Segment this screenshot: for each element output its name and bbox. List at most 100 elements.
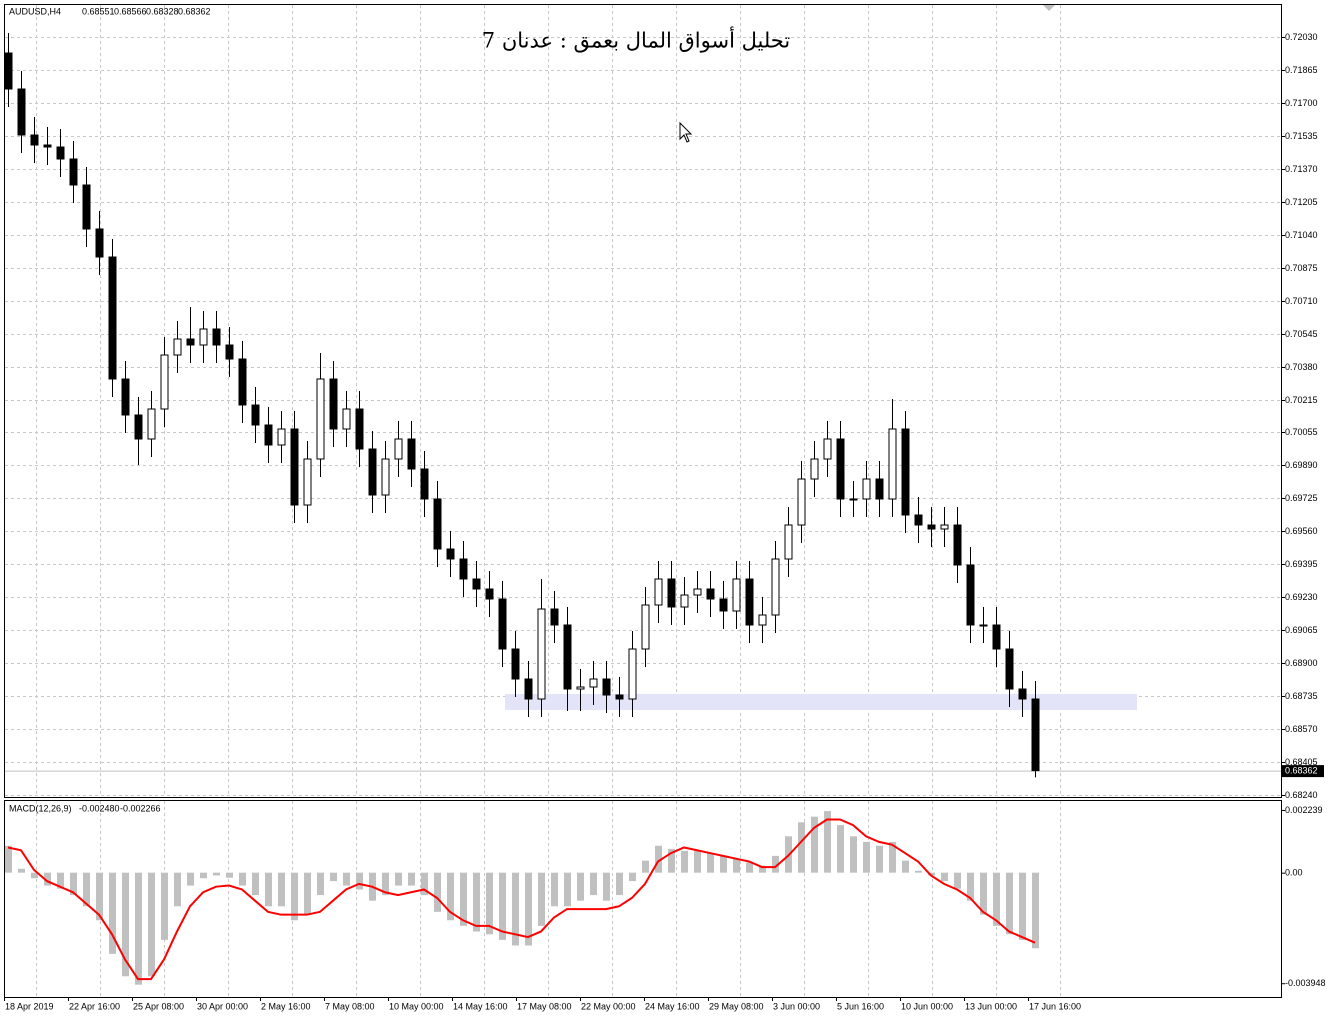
candle-body	[225, 344, 234, 360]
macd-readout: -0.002480	[79, 803, 120, 813]
main-panel-frame	[4, 4, 1282, 798]
macd-bar	[902, 860, 909, 873]
macd-bar	[109, 872, 116, 954]
candle-body	[823, 438, 832, 460]
candle-body	[589, 678, 598, 688]
x-tick-label: 22 May 00:00	[581, 1001, 636, 1011]
macd-bar	[525, 872, 532, 946]
y-tick-label: 0.71370	[1285, 164, 1318, 174]
macd-bar	[395, 872, 402, 886]
x-tick-label: 29 May 08:00	[709, 1001, 764, 1011]
macd-bar	[148, 872, 155, 977]
candle-body	[745, 578, 754, 626]
macd-bar	[57, 872, 64, 889]
candle-body	[407, 438, 416, 470]
candle-body	[732, 578, 741, 612]
candle-body	[485, 588, 494, 600]
macd-label: MACD(12,26,9)	[9, 803, 72, 813]
candle-body	[654, 578, 663, 606]
macd-bar	[512, 872, 519, 946]
chart-title: تحليل أسواق المال بعمق : عدنان 7	[482, 26, 791, 54]
macd-bar	[538, 872, 545, 926]
candle-body	[1031, 698, 1040, 772]
y-tick-label: 0.71865	[1285, 65, 1318, 75]
macd-bar	[564, 872, 571, 907]
x-tick-label: 10 May 00:00	[389, 1001, 444, 1011]
candle-body	[914, 514, 923, 526]
last-price-box	[1282, 765, 1324, 778]
macd-bar	[707, 853, 714, 873]
candle-body	[446, 548, 455, 560]
macd-bar	[122, 872, 129, 977]
candle-body	[433, 498, 442, 550]
candle-body	[693, 588, 702, 596]
macd-bar	[551, 872, 558, 907]
candle-body	[901, 428, 910, 516]
ohlc-low: 0.68328	[146, 6, 179, 16]
candle-body	[784, 524, 793, 560]
candle-body	[576, 686, 585, 690]
candle-body	[147, 408, 156, 440]
macd-bar	[96, 872, 103, 921]
candle-body	[43, 144, 52, 148]
mouse-cursor	[679, 121, 693, 143]
candle-body	[537, 608, 546, 700]
macd-bar	[460, 872, 467, 926]
candle-body	[888, 428, 897, 500]
candle-body	[953, 524, 962, 566]
macd-bar	[200, 872, 207, 879]
x-tick-label: 13 Jun 00:00	[965, 1001, 1017, 1011]
candle-body	[121, 378, 130, 416]
candle-body	[511, 648, 520, 680]
candle-body	[303, 458, 312, 506]
macd-bar	[421, 872, 428, 896]
candle-body	[290, 428, 299, 506]
macd-bar	[733, 858, 740, 873]
macd-bar	[473, 872, 480, 932]
macd-bar	[304, 872, 311, 915]
macd-bar	[291, 872, 298, 921]
macd-bar	[174, 872, 181, 907]
macd-bar	[993, 872, 1000, 926]
candle-body	[849, 498, 858, 501]
macd-bar	[629, 872, 636, 882]
macd-bar	[83, 872, 90, 907]
macd-bar	[759, 865, 766, 873]
foreground-layer: 18 Apr 2019 22 Apr 16:00 25 Apr 08:00 30 Ap…	[4, 32, 1326, 1011]
macd-bar	[278, 872, 285, 907]
macd-bar	[161, 872, 168, 940]
macd-bar	[239, 872, 246, 886]
candle-body	[966, 564, 975, 626]
macd-bar	[668, 848, 675, 873]
x-tick-label: 24 May 16:00	[645, 1001, 700, 1011]
candle-body	[199, 328, 208, 346]
macd-bar	[408, 872, 415, 886]
macd-bar	[850, 836, 857, 873]
candle-body	[615, 694, 624, 700]
candle-body	[992, 624, 1001, 650]
candle-body	[56, 146, 65, 160]
macd-bar	[954, 872, 961, 889]
macd-bar	[863, 841, 870, 873]
candle-body	[706, 588, 715, 600]
candle-body	[680, 594, 689, 608]
candle-body	[69, 158, 78, 186]
last-price-label: 0.68362	[1285, 765, 1318, 775]
candle-body	[641, 604, 650, 650]
macd-bar	[772, 855, 779, 873]
macd-bar	[1006, 872, 1013, 935]
macd-bar	[265, 872, 272, 907]
candle-body	[472, 578, 481, 590]
y-tick-label: 0.70215	[1285, 395, 1318, 405]
x-tick-label: 18 Apr 2019	[5, 1001, 54, 1011]
macd-bar	[382, 872, 389, 896]
macd-bar	[616, 872, 623, 896]
candle-body	[342, 408, 351, 430]
x-tick-label: 17 May 08:00	[517, 1001, 572, 1011]
ohlc-open: 0.68551	[82, 6, 115, 16]
macd-bar	[681, 850, 688, 873]
candle-body	[173, 338, 182, 356]
candle-body	[719, 598, 728, 612]
y-tick-label: 0.70380	[1285, 362, 1318, 372]
candle-body	[524, 678, 533, 700]
